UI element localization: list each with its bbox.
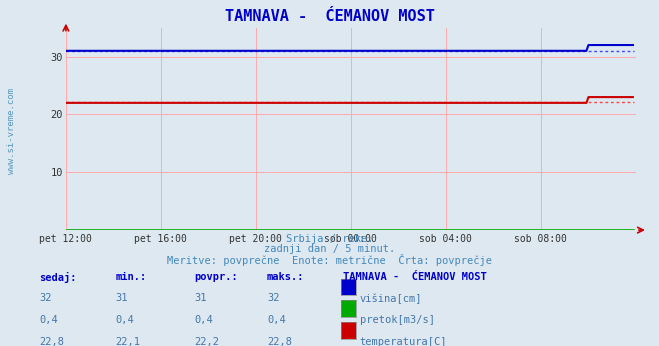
Text: TAMNAVA -  ĆEMANOV MOST: TAMNAVA - ĆEMANOV MOST xyxy=(225,9,434,24)
Text: 0,4: 0,4 xyxy=(194,315,213,325)
Text: 22,8: 22,8 xyxy=(267,337,292,346)
Text: 31: 31 xyxy=(115,293,128,303)
Text: 22,8: 22,8 xyxy=(40,337,65,346)
Text: maks.:: maks.: xyxy=(267,272,304,282)
Text: povpr.:: povpr.: xyxy=(194,272,238,282)
Text: sedaj:: sedaj: xyxy=(40,272,77,283)
Text: 0,4: 0,4 xyxy=(40,315,58,325)
Text: 22,2: 22,2 xyxy=(194,337,219,346)
Text: TAMNAVA -  ĆEMANOV MOST: TAMNAVA - ĆEMANOV MOST xyxy=(343,272,486,282)
Text: www.si-vreme.com: www.si-vreme.com xyxy=(7,89,16,174)
Text: Srbija / reke.: Srbija / reke. xyxy=(286,234,373,244)
Text: višina[cm]: višina[cm] xyxy=(360,293,422,304)
Text: min.:: min.: xyxy=(115,272,146,282)
Text: 22,1: 22,1 xyxy=(115,337,140,346)
Text: 32: 32 xyxy=(267,293,279,303)
Text: 0,4: 0,4 xyxy=(267,315,285,325)
Text: zadnji dan / 5 minut.: zadnji dan / 5 minut. xyxy=(264,244,395,254)
Text: Meritve: povprečne  Enote: metrične  Črta: povprečje: Meritve: povprečne Enote: metrične Črta:… xyxy=(167,254,492,266)
Text: 32: 32 xyxy=(40,293,52,303)
Text: 31: 31 xyxy=(194,293,207,303)
Text: pretok[m3/s]: pretok[m3/s] xyxy=(360,315,435,325)
Text: temperatura[C]: temperatura[C] xyxy=(360,337,447,346)
Text: 0,4: 0,4 xyxy=(115,315,134,325)
